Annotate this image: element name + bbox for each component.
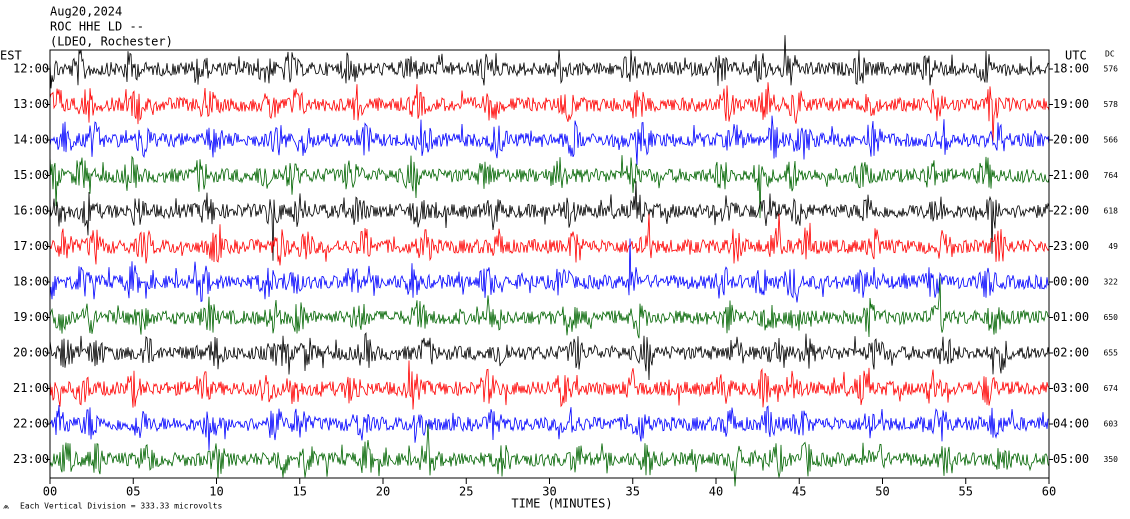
x-tick-label: 25	[459, 485, 473, 499]
traces	[49, 35, 1050, 487]
trace	[49, 360, 1050, 410]
x-tick-label: 15	[293, 485, 307, 499]
est-tick-label: 21:00	[13, 381, 49, 395]
est-tick-label: 20:00	[13, 346, 49, 360]
dc-value: 350	[1104, 455, 1119, 464]
dc-value: 764	[1104, 171, 1119, 180]
est-tick-label: 12:00	[13, 62, 49, 76]
est-tick-label: 22:00	[13, 417, 49, 431]
utc-tick-label: 05:00	[1053, 452, 1089, 466]
trace	[49, 181, 1050, 261]
utc-tick-label: 20:00	[1053, 133, 1089, 147]
dc-value: 578	[1104, 100, 1119, 109]
x-tick-label: 55	[959, 485, 973, 499]
trace	[49, 82, 1050, 142]
est-tick-label: 15:00	[13, 168, 49, 182]
x-axis-label: TIME (MINUTES)	[511, 497, 612, 511]
dc-value: 655	[1104, 349, 1119, 358]
utc-tick-label: 22:00	[1053, 204, 1089, 218]
dc-value: 618	[1104, 207, 1119, 216]
right-axis-label: UTC	[1065, 49, 1087, 63]
utc-tick-label: 00:00	[1053, 275, 1089, 289]
est-tick-label: 19:00	[13, 310, 49, 324]
dc-label: DC	[1105, 50, 1115, 59]
x-tick-label: 05	[126, 485, 140, 499]
header-line: ROC HHE LD --	[50, 20, 144, 34]
trace	[49, 404, 1050, 451]
left-axis-label: EST	[0, 49, 22, 63]
utc-tick-label: 19:00	[1053, 97, 1089, 111]
est-tick-label: 23:00	[13, 452, 49, 466]
utc-tick-label: 21:00	[1053, 168, 1089, 182]
utc-tick-label: 02:00	[1053, 346, 1089, 360]
footnote: Each Vertical Division = 333.33 microvol…	[20, 502, 222, 511]
dc-value: 566	[1104, 136, 1119, 145]
trace	[49, 423, 1050, 487]
dc-value: 603	[1104, 420, 1119, 429]
trace	[49, 332, 1050, 381]
trace	[49, 35, 1050, 89]
est-tick-label: 14:00	[13, 133, 49, 147]
dc-value: 576	[1104, 65, 1119, 74]
x-tick-label: 45	[792, 485, 806, 499]
dc-value: 322	[1104, 278, 1119, 287]
est-tick-label: 16:00	[13, 204, 49, 218]
trace	[49, 155, 1050, 219]
x-tick-label: 35	[626, 485, 640, 499]
dc-value: 49	[1108, 242, 1118, 251]
est-tick-label: 17:00	[13, 239, 49, 253]
dc-value: 674	[1104, 384, 1119, 393]
x-tick-label: 30	[542, 485, 556, 499]
plot-frame	[49, 49, 1050, 479]
trace	[49, 213, 1050, 266]
header-line: (LDEO, Rochester)	[50, 35, 173, 49]
dc-value: 650	[1104, 313, 1119, 322]
trace	[49, 115, 1050, 166]
x-tick-label: 10	[209, 485, 223, 499]
x-tick-label: 00	[43, 485, 57, 499]
utc-tick-label: 03:00	[1053, 381, 1089, 395]
utc-tick-label: 04:00	[1053, 417, 1089, 431]
trace	[49, 277, 1050, 339]
utc-tick-label: 18:00	[1053, 62, 1089, 76]
x-tick-label: 20	[376, 485, 390, 499]
x-tick-label: 50	[875, 485, 889, 499]
est-tick-label: 18:00	[13, 275, 49, 289]
x-tick-label: 60	[1042, 485, 1056, 499]
est-tick-label: 13:00	[13, 97, 49, 111]
x-tick-label: 40	[709, 485, 723, 499]
utc-tick-label: 23:00	[1053, 239, 1089, 253]
footnote-icon: ⩕	[3, 502, 10, 511]
header-line: Aug20,2024	[50, 5, 122, 19]
trace	[49, 238, 1050, 303]
utc-tick-label: 01:00	[1053, 310, 1089, 324]
